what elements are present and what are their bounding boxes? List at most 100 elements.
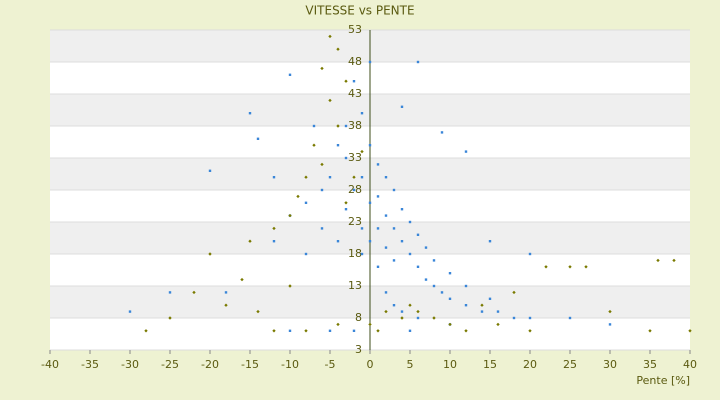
point xyxy=(128,310,132,313)
point xyxy=(144,329,148,333)
point xyxy=(224,291,228,294)
x-tick-label: 15 xyxy=(483,358,497,371)
point xyxy=(488,297,492,300)
y-tick-label: 8 xyxy=(355,311,362,324)
point xyxy=(272,240,276,243)
point xyxy=(400,310,404,313)
y-tick-label: 48 xyxy=(348,55,362,68)
point xyxy=(192,290,196,295)
point xyxy=(416,60,420,64)
point xyxy=(368,201,372,204)
point xyxy=(392,304,396,307)
x-tick-label: 30 xyxy=(603,358,617,371)
point xyxy=(352,188,356,192)
point xyxy=(416,233,420,236)
point xyxy=(528,316,532,320)
point xyxy=(400,208,404,211)
point xyxy=(344,79,348,83)
x-tick-label: -25 xyxy=(161,358,179,371)
point xyxy=(464,304,468,307)
y-tick-label: 33 xyxy=(348,151,362,164)
point xyxy=(512,316,516,320)
x-tick-label: -20 xyxy=(201,358,219,371)
point xyxy=(208,169,212,172)
point xyxy=(488,240,492,243)
point xyxy=(408,329,412,332)
point xyxy=(240,277,244,282)
x-tick-label: 5 xyxy=(407,358,414,371)
point xyxy=(448,297,452,300)
point xyxy=(328,34,332,39)
x-tick-label: -30 xyxy=(121,358,139,371)
x-tick-label: -15 xyxy=(241,358,259,371)
point xyxy=(568,316,572,320)
point xyxy=(368,144,372,147)
point xyxy=(424,278,428,281)
x-tick-label: -40 xyxy=(41,358,59,371)
point xyxy=(392,188,396,192)
point xyxy=(360,252,364,256)
point xyxy=(400,240,404,243)
point xyxy=(360,112,364,115)
point xyxy=(440,131,444,134)
point xyxy=(336,124,340,128)
point xyxy=(608,323,612,326)
point xyxy=(432,259,436,262)
x-tick-label: -10 xyxy=(281,358,299,371)
point xyxy=(392,259,396,262)
point xyxy=(528,252,532,256)
point xyxy=(304,252,308,256)
y-tick-label: 13 xyxy=(348,279,362,292)
point xyxy=(320,227,324,230)
y-tick-label: 18 xyxy=(348,247,362,260)
point xyxy=(288,73,292,76)
point xyxy=(440,291,444,294)
point xyxy=(368,60,372,64)
point xyxy=(408,220,412,224)
x-axis-label: Pente [%] xyxy=(636,374,690,387)
point xyxy=(352,80,356,83)
point xyxy=(272,176,276,179)
point xyxy=(384,176,388,179)
point xyxy=(480,310,484,313)
point xyxy=(432,284,436,288)
point xyxy=(224,303,228,307)
point xyxy=(336,47,340,51)
y-tick-label: 23 xyxy=(348,215,362,228)
x-tick-label: 0 xyxy=(367,358,374,371)
y-tick-label: 43 xyxy=(348,87,362,100)
y-tick-label: 53 xyxy=(348,23,362,36)
point xyxy=(344,156,348,160)
point xyxy=(608,309,612,314)
point xyxy=(448,272,452,275)
point xyxy=(376,227,380,230)
chart-title: VITESSE vs PENTE xyxy=(305,4,414,18)
y-tick-label: 38 xyxy=(348,119,362,132)
point xyxy=(328,176,332,179)
y-tick-label: 3 xyxy=(355,343,362,356)
x-tick-label: 10 xyxy=(443,358,457,371)
point xyxy=(352,329,356,332)
point xyxy=(376,163,380,166)
point xyxy=(384,214,388,217)
point xyxy=(392,227,396,230)
point xyxy=(464,284,468,288)
point xyxy=(168,291,172,294)
point xyxy=(208,252,212,256)
point xyxy=(336,240,340,243)
point xyxy=(408,252,412,256)
point xyxy=(344,124,348,128)
point xyxy=(168,316,172,320)
point xyxy=(336,144,340,147)
point xyxy=(400,105,404,108)
point xyxy=(256,137,260,140)
point xyxy=(384,291,388,294)
x-tick-label: 25 xyxy=(563,358,577,371)
x-tick-label: 20 xyxy=(523,358,537,371)
point xyxy=(416,316,420,320)
x-tick-label: 35 xyxy=(643,358,657,371)
point xyxy=(424,246,428,249)
point xyxy=(360,227,364,230)
x-tick-label: -35 xyxy=(81,358,99,371)
